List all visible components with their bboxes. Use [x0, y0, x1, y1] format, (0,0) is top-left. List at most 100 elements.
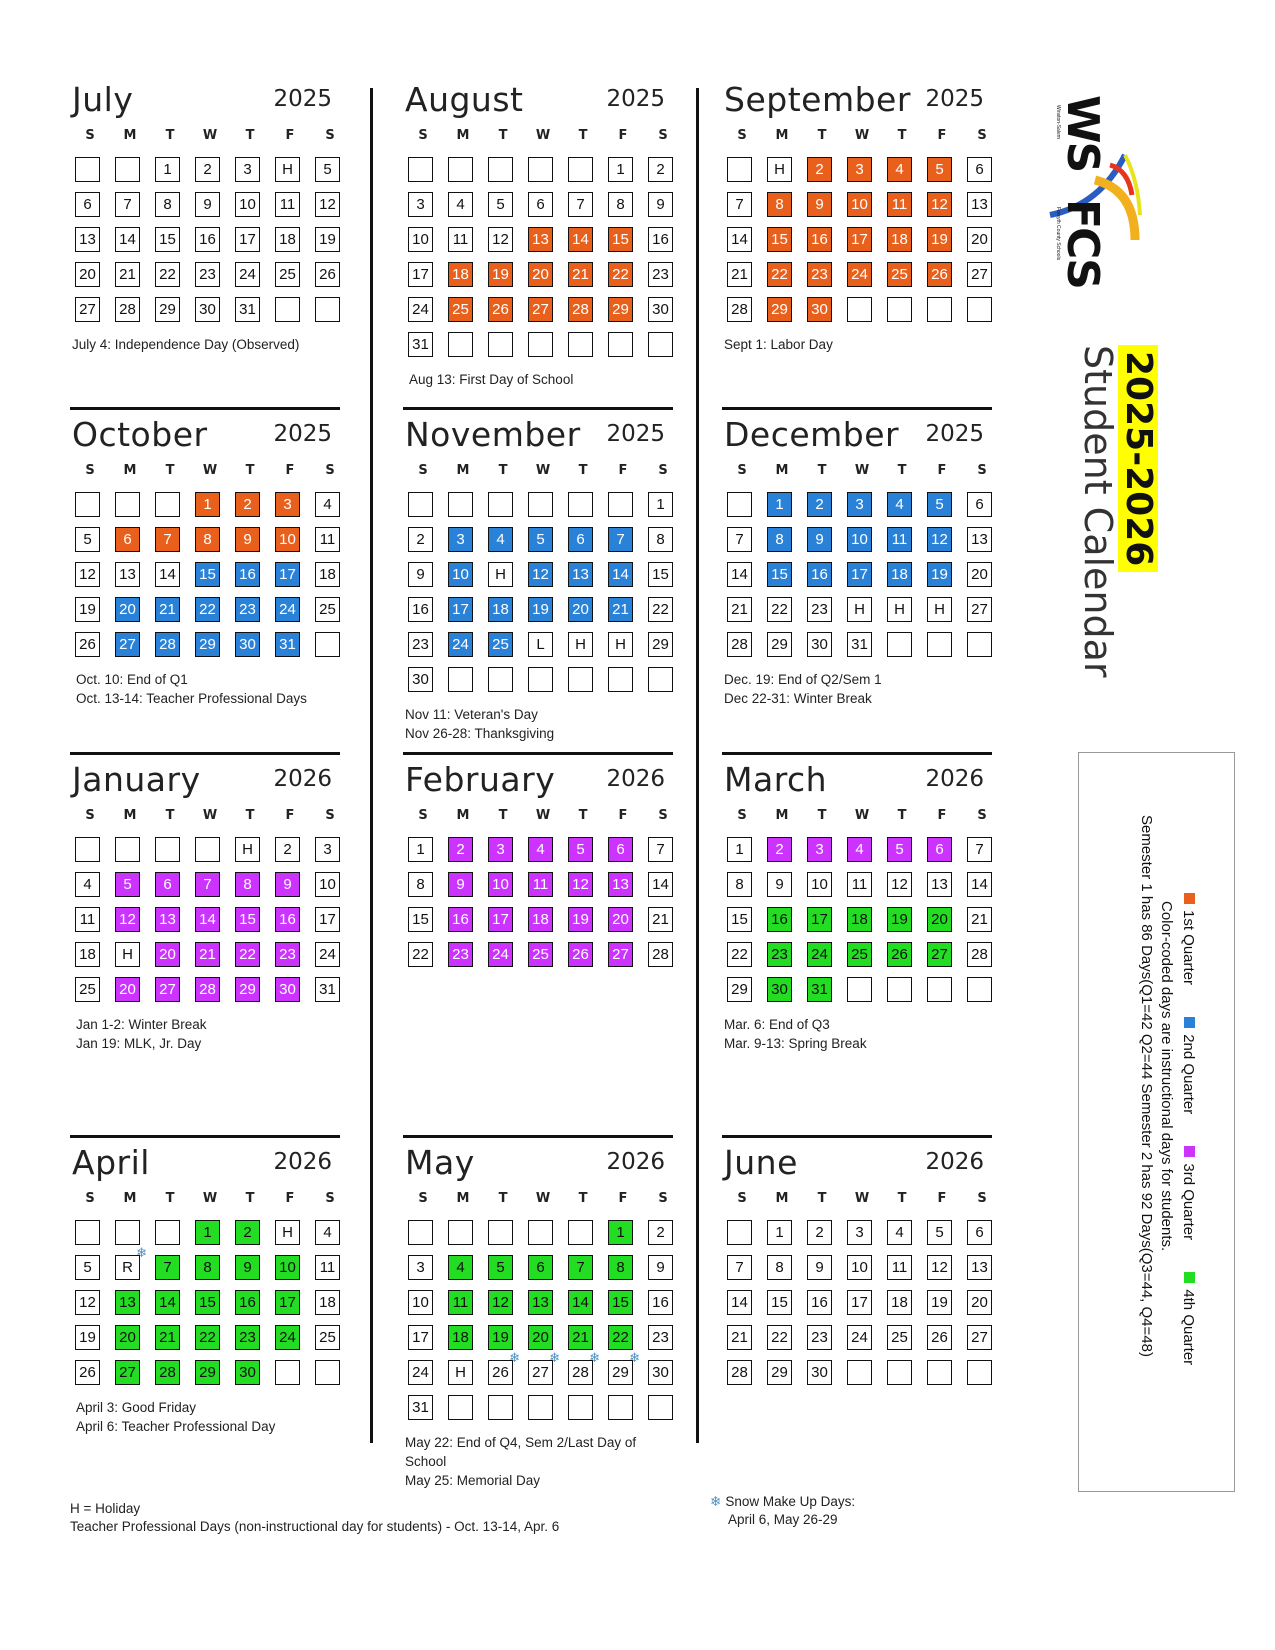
day-cell: H: [115, 942, 140, 967]
day-slot: 19: [310, 224, 350, 259]
weekday-label: T: [245, 128, 255, 143]
day-slot: 20: [962, 224, 1002, 259]
day-slot: 7: [722, 189, 762, 224]
snowflake-icon: ❄: [509, 1350, 520, 1365]
day-cell: 12: [75, 1290, 100, 1315]
day-slot: 10: [270, 524, 310, 559]
day-cell: 4: [847, 837, 872, 862]
day-cell: 11: [847, 872, 872, 897]
week-row: 18 H 20 21 22 23 24: [70, 939, 350, 974]
day-slot: [310, 629, 350, 664]
day-cell: 14: [568, 1290, 593, 1315]
week-row: 23 24 25 L H H 29: [403, 629, 683, 664]
day-slot: 31: [310, 974, 350, 1009]
day-slot: 25: [882, 259, 922, 294]
day-cell: 1: [608, 1220, 633, 1245]
day-cell: 19: [568, 907, 593, 932]
week-row: 26 27 28 29 30 31: [70, 629, 350, 664]
day-cell: 20: [927, 907, 952, 932]
day-cell: 2: [807, 157, 832, 182]
week-row: 24 25 26 27 28 29 30: [403, 294, 683, 329]
day-slot: 5: [563, 834, 603, 869]
day-cell: 28: [967, 942, 992, 967]
day-slot: 3: [270, 489, 310, 524]
day-slot: 15: [150, 224, 190, 259]
day-cell: 17: [235, 227, 260, 252]
day-slot: 14: [150, 1287, 190, 1322]
month-header: August 2025: [403, 80, 683, 126]
day-slot: 29: [190, 629, 230, 664]
day-cell: 5: [887, 837, 912, 862]
day-slot: 12: [922, 524, 962, 559]
day-cell: 5: [75, 1255, 100, 1280]
day-cell: 10: [488, 872, 513, 897]
empty-day-cell: [727, 157, 752, 182]
day-cell: 1: [767, 492, 792, 517]
day-slot: 25: [310, 594, 350, 629]
day-slot: 6: [922, 834, 962, 869]
day-cell: 4: [488, 527, 513, 552]
snowflake-icon: ❄: [710, 1494, 722, 1509]
empty-day-cell: [448, 1395, 473, 1420]
weekday-label: M: [456, 808, 470, 823]
empty-day-cell: [488, 492, 513, 517]
week-row: 28 29 30: [722, 294, 1002, 329]
day-cell: 10: [847, 1255, 872, 1280]
month-year: 2026: [606, 766, 665, 792]
day-slot: 12: [922, 189, 962, 224]
day-slot: 26: [483, 294, 523, 329]
day-slot: 11: [310, 524, 350, 559]
legend-q3: 3rd Quarter: [1180, 1163, 1197, 1241]
day-cell: 28: [155, 632, 180, 657]
day-cell: 26: [927, 1325, 952, 1350]
day-slot: 14: [563, 224, 603, 259]
day-cell: 13: [115, 562, 140, 587]
weekday-label: W: [854, 128, 870, 143]
day-cell: 2: [807, 1220, 832, 1245]
day-cell: 3: [235, 157, 260, 182]
day-cell: 30: [195, 297, 220, 322]
day-slot: 30: [230, 1357, 270, 1392]
day-slot: [882, 974, 922, 1009]
day-cell: 22: [408, 942, 433, 967]
legend-q4: 4th Quarter: [1180, 1289, 1197, 1366]
day-slot: 28: [643, 939, 683, 974]
day-slot: 11: [270, 189, 310, 224]
day-slot: 20: [150, 939, 190, 974]
day-slot: 15: [762, 224, 802, 259]
day-cell: 18: [528, 907, 553, 932]
day-slot: 18: [270, 224, 310, 259]
day-slot: 24: [443, 629, 483, 664]
day-cell: 3: [807, 837, 832, 862]
empty-day-cell: [887, 632, 912, 657]
day-slot: 23: [230, 1322, 270, 1357]
empty-day-cell: [155, 837, 180, 862]
weekday-label: S: [977, 808, 987, 823]
day-cell: 27: [967, 597, 992, 622]
day-cell: 21: [727, 597, 752, 622]
day-cell: 29: [767, 632, 792, 657]
empty-day-cell: [608, 332, 633, 357]
day-cell: 1: [155, 157, 180, 182]
day-slot: 14: [722, 1287, 762, 1322]
day-cell: 8: [608, 1255, 633, 1280]
day-cell: 24: [847, 1325, 872, 1350]
day-slot: H: [443, 1357, 483, 1392]
month-header: January 2026: [70, 760, 350, 806]
day-slot: 16: [762, 904, 802, 939]
week-row: 16 17 18 19 20 21 22: [403, 594, 683, 629]
day-slot: 29: [643, 629, 683, 664]
logo-tagline-fcs: Forsyth County Schools: [1055, 207, 1061, 261]
day-slot: 13: [523, 1287, 563, 1322]
day-cell: 27: [155, 977, 180, 1002]
day-slot: 3: [230, 154, 270, 189]
month-march: March 2026 S M T W T F S 1 2 3 4 5 6 7 8 9 10 11 12 13 14 15 16 1…: [722, 760, 1002, 1053]
day-slot: 7: [190, 869, 230, 904]
day-slot: 13: [962, 524, 1002, 559]
weekday-label: T: [817, 1191, 827, 1206]
day-slot: 29: [190, 1357, 230, 1392]
